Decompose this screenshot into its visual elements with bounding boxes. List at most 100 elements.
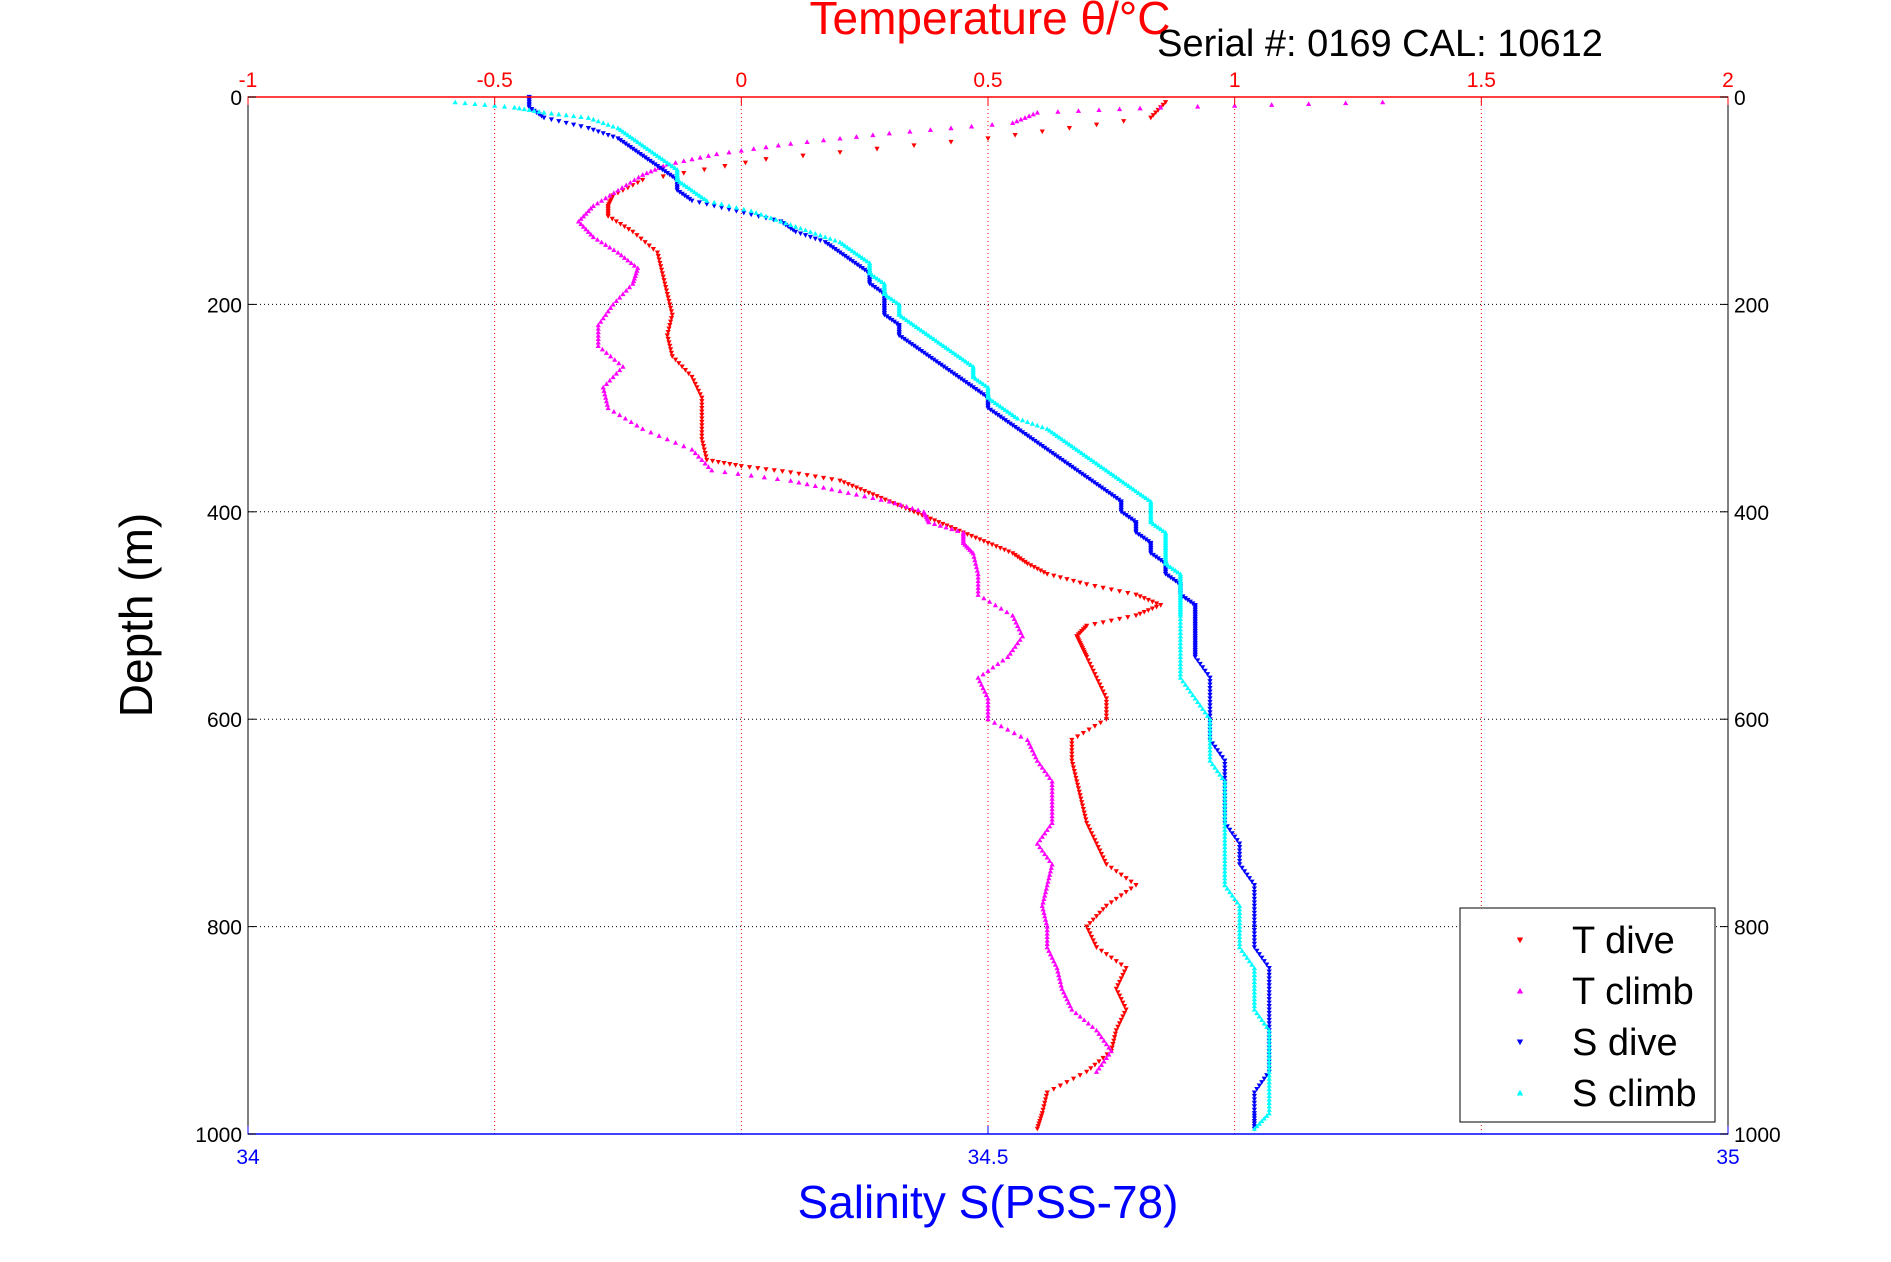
data-point — [1222, 796, 1228, 801]
data-point — [1237, 910, 1243, 915]
data-point — [1044, 937, 1050, 943]
data-point — [1047, 858, 1053, 864]
data-point — [1064, 996, 1070, 1002]
data-point — [1041, 896, 1047, 902]
data-point — [1082, 813, 1088, 819]
legend-label: S climb — [1572, 1073, 1697, 1115]
data-point — [1207, 740, 1213, 746]
data-point — [1069, 755, 1075, 760]
data-point — [1087, 921, 1093, 926]
data-point — [1015, 426, 1021, 432]
data-point — [665, 329, 671, 335]
data-point — [904, 338, 910, 344]
data-point — [1115, 983, 1121, 988]
data-point — [605, 132, 611, 138]
data-point — [699, 426, 705, 432]
data-point — [619, 185, 625, 190]
data-point — [726, 149, 732, 155]
data-point — [659, 156, 665, 162]
data-point — [1148, 115, 1154, 121]
data-point — [842, 243, 848, 248]
data-point — [1121, 511, 1127, 517]
data-point — [1066, 126, 1072, 131]
data-point — [583, 226, 589, 232]
data-point — [879, 279, 885, 285]
data-point — [1077, 580, 1083, 586]
data-point — [985, 713, 991, 718]
data-point — [692, 450, 698, 456]
data-point — [529, 107, 535, 112]
data-point — [1170, 566, 1176, 571]
data-point — [1113, 474, 1119, 480]
data-point — [695, 453, 702, 459]
data-point — [696, 192, 702, 198]
data-point — [511, 104, 517, 110]
data-point — [588, 205, 594, 211]
data-point — [1093, 914, 1100, 919]
data-point — [985, 136, 991, 142]
data-point — [679, 191, 685, 197]
data-point — [1219, 755, 1225, 760]
data-point — [669, 312, 675, 318]
data-point — [802, 233, 809, 238]
data-point — [1264, 1113, 1270, 1118]
data-point — [701, 196, 707, 202]
data-point — [1054, 965, 1060, 971]
data-point — [793, 229, 799, 235]
data-point — [1259, 1017, 1265, 1023]
data-point — [1177, 640, 1183, 646]
data-point — [876, 288, 883, 294]
data-point — [1207, 679, 1213, 684]
data-point — [699, 423, 705, 428]
salinity-tick-label: 34 — [236, 1146, 260, 1169]
data-point — [1097, 682, 1103, 688]
data-point — [1027, 435, 1033, 441]
data-point — [627, 134, 633, 139]
data-point — [1004, 609, 1010, 615]
data-point — [950, 371, 957, 377]
data-point — [654, 250, 661, 256]
data-point — [1266, 1007, 1272, 1013]
data-point — [958, 376, 964, 382]
data-point — [1066, 463, 1072, 468]
data-point — [1111, 1038, 1117, 1044]
data-point — [839, 252, 846, 257]
data-point — [642, 155, 648, 161]
data-point — [1266, 997, 1272, 1002]
data-point — [1251, 924, 1257, 930]
data-point — [699, 430, 705, 435]
data-point — [797, 225, 804, 231]
data-point — [1133, 613, 1139, 619]
data-point — [1092, 584, 1098, 589]
data-point — [1090, 834, 1096, 840]
data-point — [1222, 851, 1228, 857]
data-point — [575, 218, 582, 224]
data-point — [978, 390, 984, 396]
data-point — [926, 332, 932, 338]
data-point — [1012, 414, 1018, 419]
data-point — [1007, 421, 1013, 427]
data-point — [1251, 883, 1257, 888]
data-point — [1064, 440, 1070, 445]
data-point — [827, 243, 833, 249]
data-point — [911, 509, 917, 515]
data-point — [793, 224, 799, 229]
data-point — [1266, 1048, 1272, 1054]
data-point — [613, 298, 619, 304]
data-point — [1091, 480, 1097, 486]
data-point — [1187, 688, 1193, 694]
data-point — [610, 123, 616, 129]
data-point — [1016, 626, 1022, 632]
data-point — [1083, 817, 1089, 823]
data-point — [1042, 889, 1049, 895]
data-point — [1234, 899, 1240, 905]
data-point — [1222, 823, 1228, 829]
data-point — [702, 460, 708, 466]
data-point — [1019, 633, 1026, 639]
data-point — [1251, 945, 1257, 950]
data-point — [800, 153, 806, 159]
data-point — [1222, 758, 1228, 764]
data-point — [820, 137, 827, 143]
data-point — [829, 477, 835, 482]
data-point — [1071, 768, 1077, 774]
